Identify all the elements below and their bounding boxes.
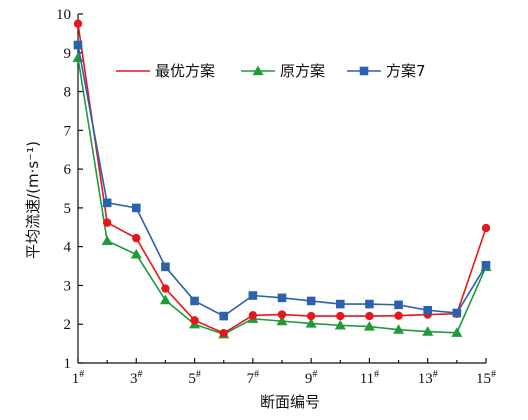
data-point xyxy=(102,218,112,227)
x-tick-label: 15# xyxy=(476,369,496,387)
legend-label: 原方案 xyxy=(280,62,325,80)
series-line xyxy=(77,44,487,318)
data-point xyxy=(73,19,83,28)
data-point xyxy=(365,299,374,309)
data-point xyxy=(481,223,491,233)
series-line xyxy=(77,57,487,336)
x-tick-label: 1# xyxy=(72,369,85,387)
x-tick-label: 7# xyxy=(247,369,260,387)
y-tick-label: 1 xyxy=(64,356,72,372)
data-point xyxy=(365,311,374,321)
x-tick-label: 13# xyxy=(418,369,438,387)
y-axis-title: 平均流速/(m·s⁻¹) xyxy=(24,141,42,259)
data-point xyxy=(131,203,141,213)
data-point xyxy=(452,308,462,318)
y-tick-label: 4 xyxy=(64,240,72,256)
data-point xyxy=(130,248,142,259)
data-point xyxy=(161,284,170,293)
data-point xyxy=(305,317,317,328)
data-point xyxy=(393,324,405,334)
legend-label: 最优方案 xyxy=(155,62,215,80)
data-point xyxy=(161,262,170,272)
data-point xyxy=(451,327,463,337)
legend-marker xyxy=(252,65,264,76)
data-point xyxy=(306,296,316,306)
x-tick-label: 3# xyxy=(130,369,143,387)
x-tick-label: 9# xyxy=(305,369,318,387)
y-tick-label: 3 xyxy=(64,278,72,294)
data-point xyxy=(481,260,491,270)
data-point xyxy=(101,235,113,245)
data-point xyxy=(248,311,258,320)
x-axis-title: 断面编号 xyxy=(260,393,320,411)
data-point xyxy=(363,321,375,331)
data-point xyxy=(190,316,199,325)
data-point xyxy=(336,311,345,321)
data-point xyxy=(394,311,403,320)
y-tick-label: 5 xyxy=(64,201,72,217)
data-point xyxy=(73,40,83,50)
y-tick-label: 10 xyxy=(56,7,71,23)
legend-marker xyxy=(359,66,369,76)
legend-entry: 最优方案 xyxy=(116,62,215,80)
data-point xyxy=(132,233,141,243)
data-point xyxy=(159,294,171,305)
y-tick-label: 7 xyxy=(64,123,72,139)
data-point xyxy=(335,299,345,309)
data-point xyxy=(422,326,434,336)
data-point xyxy=(277,293,287,303)
data-point xyxy=(102,198,112,208)
legend-label: 方案7 xyxy=(386,62,426,80)
data-point xyxy=(423,305,433,315)
y-tick-labels: 1 2 3 4 5 6 7 8 9 10 xyxy=(56,7,72,372)
data-point xyxy=(306,311,316,321)
x-tick-label: 5# xyxy=(188,369,201,387)
data-point xyxy=(190,296,199,306)
series-square xyxy=(73,40,491,321)
y-tick-label: 9 xyxy=(64,46,72,62)
data-point xyxy=(394,300,403,310)
legend: 最优方案 原方案 方案7 xyxy=(116,62,426,80)
x-tick-label: 11# xyxy=(360,369,379,387)
data-point xyxy=(277,310,287,319)
legend-entry: 方案7 xyxy=(347,62,426,80)
data-point xyxy=(219,311,229,321)
series-layer xyxy=(72,19,492,339)
y-tick-label: 8 xyxy=(64,85,72,101)
y-tick-label: 6 xyxy=(64,162,72,178)
data-point xyxy=(248,291,258,300)
data-point xyxy=(276,315,288,326)
legend-entry: 原方案 xyxy=(241,62,325,80)
x-tick-labels: 1# 3# 5# 7# 9# 11# 13# 15# xyxy=(72,369,496,387)
data-point xyxy=(334,319,346,330)
series-circle xyxy=(73,19,491,338)
y-tick-label: 2 xyxy=(64,317,72,333)
data-point xyxy=(219,328,228,338)
